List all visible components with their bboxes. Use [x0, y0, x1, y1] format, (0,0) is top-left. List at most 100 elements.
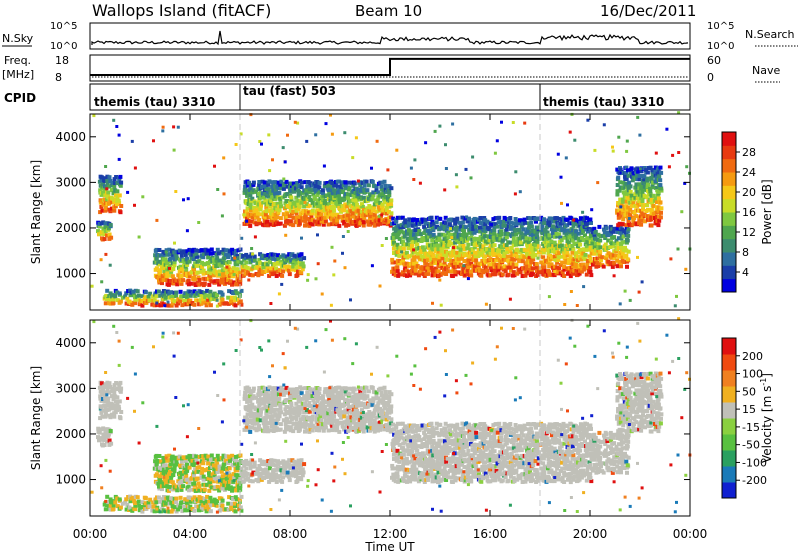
power-cell: [102, 237, 107, 241]
power-cell: [581, 251, 586, 256]
power-cell: [464, 167, 468, 171]
power-cell: [361, 223, 366, 228]
power-cell: [496, 268, 501, 273]
velocity-cell: [190, 476, 195, 480]
power-cell: [279, 204, 283, 209]
power-cell: [392, 242, 397, 247]
velocity-cell: [337, 393, 342, 398]
power-cell: [337, 223, 342, 228]
power-cell: [396, 223, 401, 228]
velocity-cell: [253, 419, 258, 423]
power-cell: [109, 195, 114, 200]
velocity-cell: [246, 427, 251, 432]
velocity-cell: [152, 509, 157, 514]
power-cell: [208, 289, 213, 294]
power-cell: [619, 264, 623, 269]
power-heatmap-cells: [90, 111, 692, 308]
power-cell: [374, 187, 379, 192]
velocity-cell: [190, 458, 195, 463]
velocity-cell: [304, 408, 309, 413]
power-cell: [380, 202, 385, 207]
power-cell: [454, 173, 458, 177]
power-cell: [418, 181, 422, 185]
velocity-cell: [246, 460, 250, 465]
power-cell: [351, 156, 355, 160]
power-cell: [474, 229, 479, 234]
power-cell: [291, 181, 296, 186]
velocity-cell: [337, 411, 342, 416]
velocity-cell: [160, 487, 164, 492]
power-cell: [307, 190, 312, 195]
power-cell: [179, 253, 184, 258]
power-cell: [205, 288, 210, 293]
power-cell: [622, 190, 627, 195]
power-cell: [117, 157, 121, 161]
power-cell: [196, 255, 200, 259]
power-cell: [656, 208, 661, 213]
velocity-cell: [251, 388, 256, 393]
power-cell: [566, 261, 571, 265]
power-cell: [115, 298, 120, 303]
power-cell: [571, 271, 576, 276]
power-cell: [101, 220, 106, 225]
power-cell: [248, 260, 253, 265]
power-cell: [528, 264, 532, 268]
velocity-cell: [216, 457, 221, 462]
velocity-cell: [257, 386, 262, 390]
power-cell: [412, 178, 416, 181]
power-cell: [188, 289, 193, 294]
power-cell: [238, 274, 243, 279]
power-cell: [184, 271, 189, 276]
velocity-cell: [174, 509, 179, 514]
power-cell: [106, 226, 111, 231]
velocity-cell: [276, 427, 281, 432]
power-cell: [517, 227, 522, 232]
power-cell: [490, 222, 494, 226]
power-cell: [549, 227, 554, 232]
power-cell: [531, 254, 536, 259]
velocity-cell: [330, 423, 335, 428]
power-cell: [439, 303, 443, 307]
power-cell: [596, 241, 601, 246]
power-cell: [511, 270, 516, 275]
power-cell: [345, 204, 350, 209]
power-cell: [628, 298, 632, 302]
power-cell: [481, 248, 486, 253]
power-cell: [242, 213, 246, 217]
power-cell: [368, 205, 373, 210]
power-cell: [184, 294, 189, 299]
power-cell: [118, 174, 123, 179]
power-cell: [167, 247, 172, 252]
power-cell: [634, 208, 639, 213]
velocity-cell: [301, 415, 306, 419]
power-cell: [521, 227, 526, 232]
power-cell: [103, 295, 108, 299]
velocity-cell: [241, 474, 245, 479]
power-cell: [378, 221, 383, 226]
velocity-cell: [212, 473, 217, 478]
velocity-cell: [103, 431, 108, 436]
power-cell: [581, 229, 586, 234]
power-cell: [617, 221, 622, 226]
power-cell: [503, 257, 508, 262]
velocity-cell: [347, 392, 352, 397]
power-cell: [606, 259, 611, 264]
power-cell: [659, 186, 664, 191]
power-cell: [297, 221, 302, 226]
power-cell: [392, 251, 396, 255]
power-cell: [655, 189, 659, 193]
power-cell: [337, 187, 342, 192]
power-cell: [461, 243, 466, 248]
velocity-cell: [339, 390, 344, 395]
power-cell: [547, 295, 551, 299]
power-cell: [458, 262, 463, 267]
velocity-cell: [229, 474, 234, 479]
velocity-cell: [351, 410, 356, 414]
power-cell: [624, 248, 629, 253]
velocity-cell: [138, 507, 143, 512]
power-cell: [483, 258, 487, 263]
power-cell: [508, 216, 513, 220]
power-cell: [304, 191, 309, 196]
power-cell: [550, 231, 555, 235]
power-cell: [534, 269, 539, 274]
